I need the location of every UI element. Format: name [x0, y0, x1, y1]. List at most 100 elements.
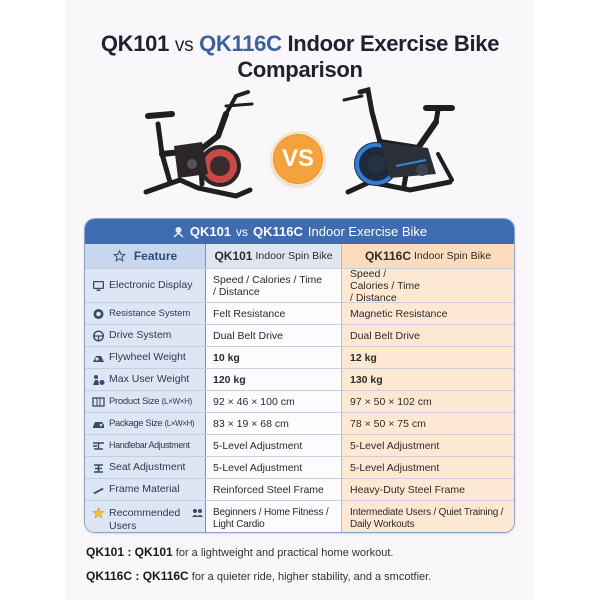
- qk101-bike-image: [140, 84, 255, 204]
- header-qk101-rest: Indoor Spin Bike: [255, 250, 333, 262]
- qk101-value: 120 kg: [206, 369, 342, 390]
- star-outline-icon: [112, 250, 126, 262]
- feature-cell: Handlebar Adjustment: [85, 435, 206, 456]
- frame-icon: [92, 484, 105, 496]
- feature-suffix: (L×W×H): [161, 397, 193, 406]
- feature-label: Electronic Display: [109, 279, 193, 291]
- users-icon: [191, 507, 204, 519]
- footer-label: QK116C : QK116C: [86, 569, 189, 583]
- table-title-vs: vs: [236, 224, 249, 239]
- qk116c-value: 78 × 50 × 75 cm: [342, 413, 514, 434]
- qk101-value: Speed / Calories / Time / Distance: [206, 269, 342, 302]
- qk101-value: 10 kg: [206, 347, 342, 368]
- feature-label: Product Size: [109, 396, 160, 407]
- qk101-value: 5-Level Adjustment: [206, 435, 342, 456]
- handlebar-icon: [92, 440, 105, 452]
- title-vs: vs: [174, 35, 194, 56]
- vs-badge: VS: [271, 132, 325, 186]
- feature-cell: Resistance System: [85, 303, 206, 324]
- feature-cell: Electronic Display: [85, 269, 206, 302]
- table-title: QK101 vs QK116C Indoor Exercise Bike: [85, 219, 514, 244]
- feature-cell: Package Size (L×W×H): [85, 413, 206, 434]
- table-row: Max User Weight 120 kg 130 kg: [85, 368, 514, 390]
- qk116c-value: Intermediate Users / Quiet Training / Da…: [342, 501, 514, 532]
- qk101-value: Dual Belt Drive: [206, 325, 342, 346]
- title-model-a: QK101: [100, 31, 170, 56]
- header-qk101-model: QK101: [214, 249, 253, 263]
- gear-icon: [92, 308, 105, 320]
- qk101-value: 92 × 46 × 100 cm: [206, 391, 342, 412]
- header-qk116c: QK116C Indoor Spin Bike: [342, 244, 514, 268]
- qk101-value: Beginners / Home Fitness / Light Cardio: [206, 501, 342, 532]
- feature-label: Resistance System: [109, 308, 191, 319]
- qk116c-value: 97 × 50 × 102 cm: [342, 391, 514, 412]
- qk116c-value: Speed / Calories / Time / Distance: [342, 268, 514, 304]
- feature-cell: Recommended Users: [85, 501, 206, 532]
- feature-cell: Drive System: [85, 325, 206, 346]
- qk101-value: Felt Resistance: [206, 303, 342, 324]
- qk116c-value: Heavy-Duty Steel Frame: [342, 479, 514, 500]
- qk101-value: 83 × 19 × 68 cm: [206, 413, 342, 434]
- feature-cell: Frame Material: [85, 479, 206, 500]
- header-qk101: QK101 Indoor Spin Bike: [206, 244, 342, 268]
- qk116c-value: Dual Belt Drive: [342, 325, 514, 346]
- qk116c-value: 5-Level Adjustment: [342, 457, 514, 478]
- table-row: Flywheel Weight 10 kg 12 kg: [85, 346, 514, 368]
- table-row: Frame Material Reinforced Steel Frame He…: [85, 478, 514, 500]
- flywheel-icon: [92, 352, 105, 364]
- feature-label: Package Size: [109, 418, 163, 429]
- footer-label: QK101 : QK101: [86, 545, 173, 559]
- feature-label: Drive System: [109, 329, 172, 341]
- star-filled-icon: [92, 507, 105, 519]
- header-qk116c-model: QK116C: [364, 249, 411, 263]
- qk116c-value: Magnetic Resistance: [342, 303, 514, 324]
- box-icon: [92, 396, 105, 408]
- feature-cell: Product Size (L×W×H): [85, 391, 206, 412]
- feature-label: Handlebar Adjustment: [109, 440, 190, 450]
- feature-cell: Max User Weight: [85, 369, 206, 390]
- table-row: Resistance System Felt Resistance Magnet…: [85, 302, 514, 324]
- table-title-rest: Indoor Exercise Bike: [307, 224, 428, 239]
- page-title: QK101 vs QK116C Indoor Exercise Bike: [0, 31, 600, 57]
- qk116c-value: 5-Level Adjustment: [342, 435, 514, 456]
- table-title-model-b: QK116C: [253, 224, 303, 239]
- footer-text: for a lightweight and practical home wor…: [175, 547, 394, 559]
- package-icon: [92, 418, 105, 430]
- monitor-icon: [92, 280, 105, 292]
- header-feature-label: Feature: [133, 249, 178, 263]
- table-row: Electronic Display Speed / Calories / Ti…: [85, 268, 514, 304]
- table-row: Product Size (L×W×H) 92 × 46 × 100 cm 97…: [85, 390, 514, 412]
- feature-label: Flywheel Weight: [109, 351, 186, 363]
- header-qk116c-rest: Indoor Spin Bike: [413, 250, 492, 262]
- feature-label: Seat Adjustment: [109, 461, 186, 473]
- feature-label: Recommended Users: [109, 507, 181, 532]
- feature-label: Max User Weight: [109, 373, 190, 385]
- footer-text: for a quieter ride, higher stability, an…: [191, 571, 432, 583]
- page-subtitle: Comparison: [237, 57, 363, 82]
- bike-icon: [172, 226, 185, 238]
- seat-icon: [92, 462, 105, 474]
- table-row: Recommended Users Beginners / Home Fitne…: [85, 500, 514, 532]
- table-row: Seat Adjustment 5-Level Adjustment 5-Lev…: [85, 456, 514, 478]
- table-row: Handlebar Adjustment 5-Level Adjustment …: [85, 434, 514, 456]
- qk116c-bike-image: [340, 82, 465, 207]
- qk116c-value: 130 kg: [342, 369, 514, 390]
- title-rest: Indoor Exercise Bike: [287, 31, 500, 56]
- table-header-row: Feature QK101 Indoor Spin Bike QK116C In…: [85, 244, 514, 268]
- qk101-value: 5-Level Adjustment: [206, 457, 342, 478]
- feature-cell: Flywheel Weight: [85, 347, 206, 368]
- qk101-value: Reinforced Steel Frame: [206, 479, 342, 500]
- title-model-b: QK116C: [199, 31, 282, 56]
- steering-wheel-icon: [92, 329, 105, 342]
- weight-icon: [92, 374, 105, 386]
- header-feature: Feature: [85, 244, 206, 268]
- feature-cell: Seat Adjustment: [85, 457, 206, 478]
- qk116c-value: 12 kg: [342, 347, 514, 368]
- footer-note-qk101: QK101 : QK101 for a lightweight and prac…: [86, 545, 393, 559]
- footer-note-qk116c: QK116C : QK116C for a quieter ride, high…: [86, 569, 431, 583]
- table-row: Drive System Dual Belt Drive Dual Belt D…: [85, 324, 514, 346]
- feature-suffix: (L×W×H): [164, 419, 195, 428]
- feature-label: Frame Material: [109, 483, 180, 495]
- comparison-table: QK101 vs QK116C Indoor Exercise Bike Fea…: [84, 218, 515, 533]
- table-title-model-a: QK101: [189, 224, 232, 239]
